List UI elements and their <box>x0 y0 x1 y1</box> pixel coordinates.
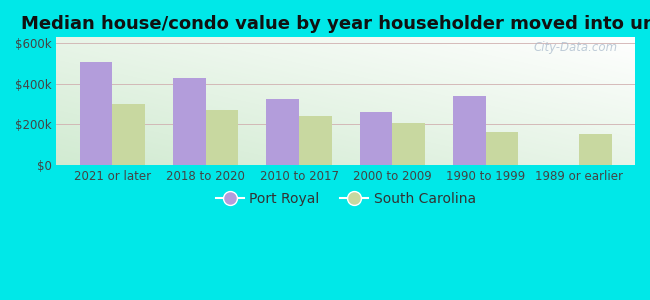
Title: Median house/condo value by year householder moved into unit: Median house/condo value by year househo… <box>21 15 650 33</box>
Bar <box>112 104 145 165</box>
Bar <box>393 123 425 165</box>
Bar <box>579 134 612 165</box>
Bar <box>486 131 518 165</box>
Bar <box>173 78 206 165</box>
Bar <box>359 112 393 165</box>
Bar <box>266 99 299 165</box>
Legend: Port Royal, South Carolina: Port Royal, South Carolina <box>210 187 481 211</box>
Bar <box>206 110 239 165</box>
Bar <box>453 96 486 165</box>
Bar <box>299 116 332 165</box>
Text: City-Data.com: City-Data.com <box>534 41 618 54</box>
Bar <box>80 61 112 165</box>
